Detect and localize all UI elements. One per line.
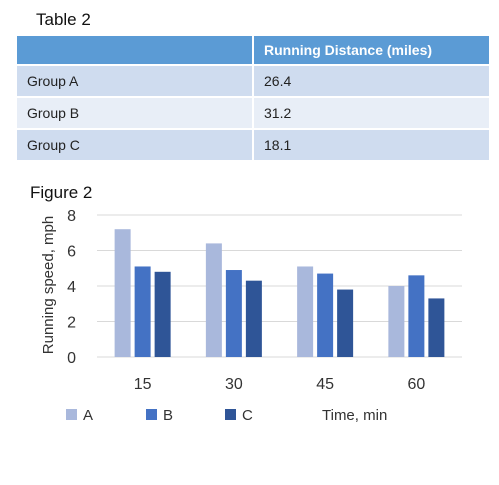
legend-swatch-B (146, 409, 157, 420)
bar-A-45 (297, 266, 314, 357)
table-row: Group A 26.4 (15, 64, 491, 98)
y-tick-label: 4 (67, 279, 76, 296)
table-cell-group: Group B (15, 96, 254, 130)
y-tick-label: 2 (67, 315, 76, 332)
table-cell-distance: 26.4 (252, 64, 491, 98)
bar-chart: 0 2 4 6 8 15 30 45 60 Running speed, mph A B C Ti… (40, 208, 462, 424)
x-axis-title: Time, min (322, 407, 387, 424)
bar-A-15 (114, 229, 131, 357)
figure-caption: Figure 2 (30, 183, 93, 202)
bar-B-15 (134, 266, 151, 357)
data-table: Running Distance (miles) Group A 26.4 Gr… (15, 34, 491, 162)
bars (114, 229, 445, 357)
legend-swatch-A (66, 409, 77, 420)
bar-C-45 (337, 289, 354, 357)
x-tick-label: 15 (134, 376, 152, 393)
table-cell-distance: 31.2 (252, 96, 491, 130)
table-row: Group C 18.1 (15, 128, 491, 162)
x-tick-label: 30 (225, 376, 243, 393)
bar-B-60 (408, 275, 425, 357)
legend: A B C (66, 407, 253, 424)
bar-B-30 (225, 270, 242, 357)
x-tick-label: 60 (407, 376, 425, 393)
y-tick-labels: 0 2 4 6 8 (67, 208, 76, 367)
y-tick-label: 6 (67, 244, 76, 261)
legend-label-A: A (83, 407, 93, 424)
y-tick-label: 0 (67, 350, 76, 367)
table-cell-distance: 18.1 (252, 128, 491, 162)
bar-A-60 (388, 286, 405, 357)
legend-label-B: B (163, 407, 173, 424)
table-header-cell: Running Distance (miles) (252, 34, 491, 66)
table-header-cell (15, 34, 254, 66)
table-caption: Table 2 (36, 10, 91, 29)
bar-C-30 (245, 280, 262, 357)
x-tick-label: 45 (316, 376, 334, 393)
bar-A-30 (205, 243, 222, 357)
bar-C-15 (154, 271, 171, 357)
legend-swatch-C (225, 409, 236, 420)
table-cell-group: Group C (15, 128, 254, 162)
bar-B-45 (317, 273, 334, 357)
gridlines (97, 214, 462, 358)
bar-C-60 (428, 298, 445, 357)
table-cell-group: Group A (15, 64, 254, 98)
legend-label-C: C (242, 407, 253, 424)
y-tick-label: 8 (67, 208, 76, 225)
table-header-row: Running Distance (miles) (15, 34, 491, 66)
y-axis-title: Running speed, mph (40, 216, 57, 354)
table-row: Group B 31.2 (15, 96, 491, 130)
x-tick-labels: 15 30 45 60 (134, 376, 426, 393)
